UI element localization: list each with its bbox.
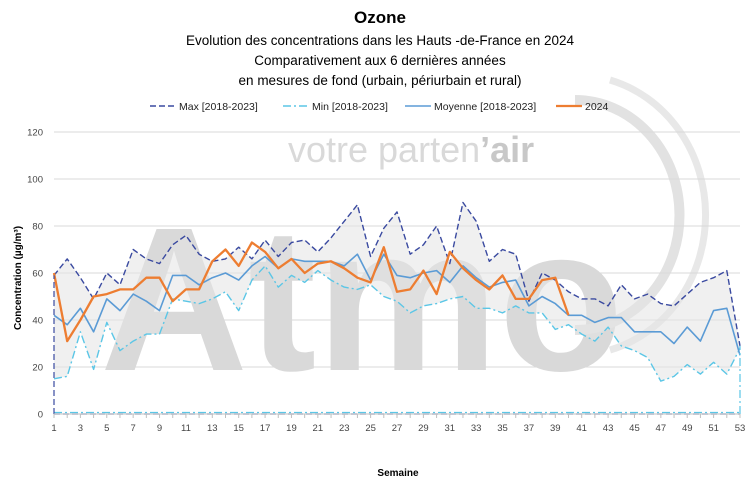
x-tick-label-45: 45 xyxy=(629,423,640,434)
x-tick-label-11: 11 xyxy=(181,423,191,434)
legend-label-1: Min [2018-2023] xyxy=(312,101,388,113)
x-tick-label-21: 21 xyxy=(313,423,324,434)
y-tick-label-20: 20 xyxy=(32,363,43,374)
chart-subtitle-line-3: en mesures de fond (urbain, périurbain e… xyxy=(239,73,522,88)
y-tick-label-40: 40 xyxy=(32,316,43,327)
x-tick-label-9: 9 xyxy=(157,423,162,434)
series-line-0 xyxy=(53,201,741,347)
x-tick-label-23: 23 xyxy=(339,423,350,434)
legend: Max [2018-2023] Min [2018-2023] Moyenne [2… xyxy=(150,101,609,113)
x-tick-label-51: 51 xyxy=(708,423,719,434)
x-tick-label-53: 53 xyxy=(735,423,746,434)
x-axis-label: Semaine xyxy=(377,468,419,479)
x-tick-label-13: 13 xyxy=(207,423,218,434)
series-line-3 xyxy=(52,241,570,343)
series-line-1 xyxy=(53,265,741,382)
legend-label-2: Moyenne [2018-2023] xyxy=(434,101,536,113)
y-tick-label-120: 120 xyxy=(27,128,43,139)
watermark-tagline: votre parten’air xyxy=(288,129,534,170)
x-axis: 1 3 5 7 9 11 13 15 17 19 21 23 25 27 29 31 33 35 37 39 41 43 4… xyxy=(51,413,746,434)
x-tick-label-35: 35 xyxy=(497,423,508,434)
x-tick-label-39: 39 xyxy=(550,423,561,434)
x-tick-label-43: 43 xyxy=(603,423,614,434)
x-tick-label-17: 17 xyxy=(260,423,271,434)
x-tick-label-7: 7 xyxy=(131,423,136,434)
y-tick-label-80: 80 xyxy=(32,222,43,233)
y-tick-label-60: 60 xyxy=(32,269,43,280)
x-tick-label-47: 47 xyxy=(656,423,667,434)
x-tick-label-3: 3 xyxy=(78,423,83,434)
y-tick-label-0: 0 xyxy=(38,410,43,421)
x-tick-label-31: 31 xyxy=(444,423,455,434)
x-tick-label-49: 49 xyxy=(682,423,693,434)
y-tick-label-100: 100 xyxy=(27,175,43,186)
x-tick-label-1: 1 xyxy=(51,423,56,434)
watermark-tagline-part2: ’air xyxy=(480,129,534,170)
x-tick-label-19: 19 xyxy=(286,423,297,434)
chart-subtitle-line-1: Evolution des concentrations dans les Ha… xyxy=(186,33,574,48)
x-tick-label-29: 29 xyxy=(418,423,429,434)
legend-label-0: Max [2018-2023] xyxy=(179,101,258,113)
watermark-tagline-part1: votre parten xyxy=(288,129,480,170)
y-axis-label: Concentration (µg/m³) xyxy=(13,226,24,330)
x-tick-label-5: 5 xyxy=(104,423,109,434)
x-tick-label-33: 33 xyxy=(471,423,482,434)
series-line-2 xyxy=(53,253,741,356)
chart-title: Ozone xyxy=(354,8,406,27)
x-tick-label-25: 25 xyxy=(365,423,376,434)
y-axis: 0 20 40 60 80 100 120 xyxy=(27,128,43,421)
x-tick-label-37: 37 xyxy=(524,423,535,434)
x-tick-label-15: 15 xyxy=(233,423,244,434)
x-tick-label-27: 27 xyxy=(392,423,403,434)
legend-label-3: 2024 xyxy=(585,101,609,113)
chart-subtitle-line-2: Comparativement aux 6 dernières années xyxy=(254,53,506,68)
x-tick-label-41: 41 xyxy=(576,423,587,434)
